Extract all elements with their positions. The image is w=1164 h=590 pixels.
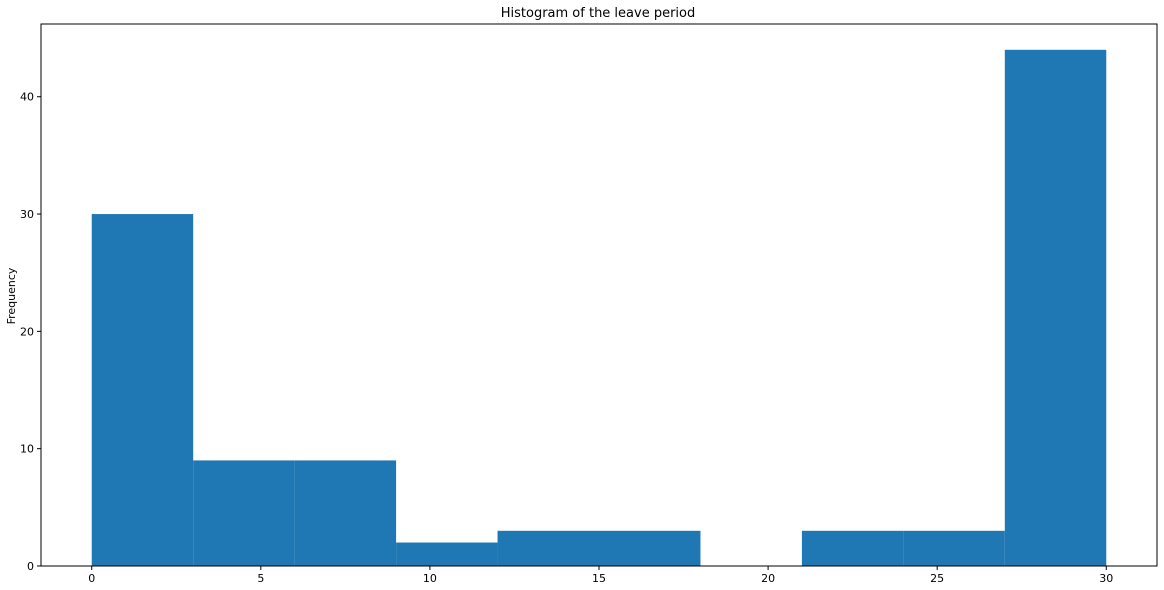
histogram-bar-7	[801, 530, 904, 566]
x-tick-label-4: 20	[761, 572, 775, 585]
histogram-bar-1	[193, 460, 295, 566]
histogram-bar-0	[91, 214, 194, 566]
x-tick-label-3: 15	[592, 572, 606, 585]
histogram-bar-9	[1004, 49, 1107, 567]
x-axis-ticks: 0 5 10 15 20 25 30	[88, 566, 1113, 585]
y-tick-label-3: 30	[20, 208, 34, 221]
histogram-bar-3	[396, 542, 498, 566]
y-tick-label-1: 10	[20, 443, 34, 456]
histogram-bar-8	[903, 530, 1005, 566]
y-tick-label-0: 0	[27, 560, 34, 573]
y-axis-label: Frequency	[5, 267, 18, 324]
bars-group	[91, 49, 1107, 567]
plot-frame	[40, 23, 1158, 567]
chart-title: Histogram of the leave period	[501, 6, 696, 21]
x-tick-label-2: 10	[423, 572, 437, 585]
x-tick-label-6: 30	[1099, 572, 1113, 585]
y-axis-ticks: 0 10 20 30 40	[20, 91, 41, 573]
x-tick-label-1: 5	[257, 572, 264, 585]
x-tick-label-5: 25	[930, 572, 944, 585]
histogram-bar-2	[294, 460, 397, 566]
histogram-bar-5	[599, 530, 701, 566]
histogram-bar-4	[497, 530, 599, 566]
y-tick-label-2: 20	[20, 325, 34, 338]
x-tick-label-0: 0	[88, 572, 95, 585]
y-tick-label-4: 40	[20, 91, 34, 104]
